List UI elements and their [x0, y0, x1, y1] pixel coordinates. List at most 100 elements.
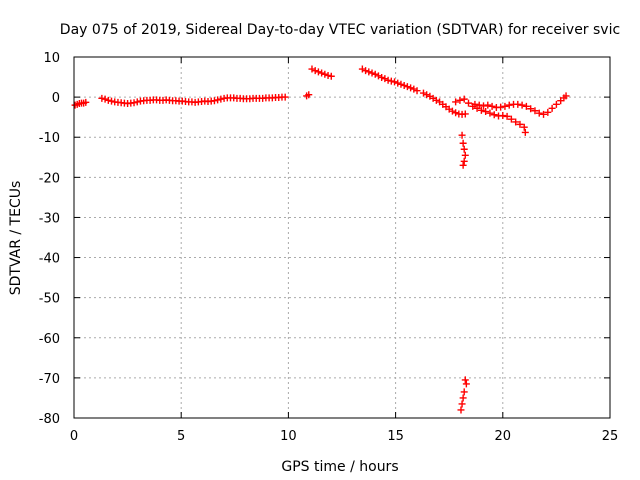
data-point — [548, 104, 556, 112]
data-point — [321, 70, 329, 78]
data-point — [308, 65, 316, 73]
data-point — [458, 400, 466, 408]
x-tick-label: 25 — [602, 429, 619, 444]
data-point — [477, 106, 485, 114]
data-point — [391, 78, 399, 86]
data-point — [452, 98, 460, 106]
data-point — [482, 108, 490, 116]
data-point — [374, 72, 382, 80]
data-point — [507, 115, 515, 123]
data-point — [368, 69, 376, 77]
data-point — [464, 99, 472, 107]
data-point — [460, 145, 468, 153]
data-point — [403, 83, 411, 91]
data-point — [460, 95, 468, 103]
data-point — [480, 102, 488, 110]
data-point — [503, 112, 511, 120]
data-point — [457, 406, 465, 414]
data-point — [305, 91, 313, 99]
plot-frame — [73, 56, 611, 419]
data-point — [318, 69, 326, 77]
data-point — [458, 131, 466, 139]
data-point — [358, 65, 366, 73]
data-point — [531, 107, 539, 115]
y-tick-label: -40 — [39, 252, 60, 267]
x-tick-label: 10 — [280, 429, 297, 444]
y-tick-label: 0 — [52, 91, 60, 106]
data-point — [514, 100, 522, 108]
x-tick-label: 20 — [495, 429, 512, 444]
data-point — [327, 72, 335, 80]
data-point — [475, 101, 483, 109]
data-point — [413, 87, 421, 95]
data-point — [460, 157, 468, 165]
data-point — [488, 102, 496, 110]
data-point — [210, 97, 218, 105]
grid-lines — [74, 57, 610, 418]
data-point — [486, 109, 494, 117]
y-tick-label: -70 — [39, 372, 60, 387]
data-point — [108, 97, 116, 105]
y-tick-label: -20 — [39, 171, 60, 186]
data-point — [410, 85, 418, 93]
data-point — [101, 95, 109, 103]
data-point — [448, 107, 456, 115]
data-point — [501, 102, 509, 110]
data-point — [98, 94, 106, 102]
data-point — [490, 111, 498, 119]
data-point — [365, 68, 373, 76]
data-point — [459, 139, 467, 147]
y-axis-label: SDTVAR / TECUs — [8, 181, 24, 296]
data-point — [497, 103, 505, 111]
x-tick-label: 15 — [387, 429, 404, 444]
data-point — [518, 101, 526, 109]
data-point — [397, 80, 405, 88]
data-point — [456, 96, 464, 104]
data-point — [471, 100, 479, 108]
data-point — [544, 108, 552, 116]
data-point — [104, 96, 112, 104]
y-tick-label: -50 — [39, 292, 60, 307]
chart-title: Day 075 of 2019, Sidereal Day-to-day VTE… — [60, 22, 620, 38]
data-point — [505, 101, 513, 109]
data-point — [512, 118, 520, 126]
data-point — [324, 71, 332, 79]
data-point — [516, 120, 524, 128]
data-point — [133, 98, 141, 106]
data-point — [314, 68, 322, 76]
data-point — [522, 102, 530, 110]
data-point — [520, 123, 528, 131]
data-point — [540, 110, 548, 118]
data-point — [484, 101, 492, 109]
data-point — [461, 110, 469, 118]
data-point — [407, 84, 415, 92]
data-point — [371, 70, 379, 78]
data-point — [381, 75, 389, 83]
data-point — [461, 151, 469, 159]
y-tick-label: -30 — [39, 211, 60, 226]
x-axis-label: GPS time / hours — [281, 459, 398, 475]
data-point — [130, 99, 138, 107]
data-point — [394, 79, 402, 87]
data-point — [419, 89, 427, 97]
data-point — [521, 128, 529, 136]
data-point — [82, 98, 90, 106]
data-point — [499, 112, 507, 120]
y-tick-label: 10 — [43, 51, 60, 66]
data-point — [461, 376, 469, 384]
y-tick-label: -80 — [39, 412, 60, 427]
data-point — [552, 100, 560, 108]
data-point — [459, 161, 467, 169]
x-tick-label: 5 — [177, 429, 185, 444]
data-point — [459, 394, 467, 402]
data-point — [400, 81, 408, 89]
data-point — [432, 96, 440, 104]
data-point — [527, 105, 535, 113]
data-point — [462, 380, 470, 388]
data-point — [452, 109, 460, 117]
data-point — [423, 91, 431, 99]
y-tick-label: -60 — [39, 332, 60, 347]
data-point — [535, 109, 543, 117]
data-point — [460, 388, 468, 396]
